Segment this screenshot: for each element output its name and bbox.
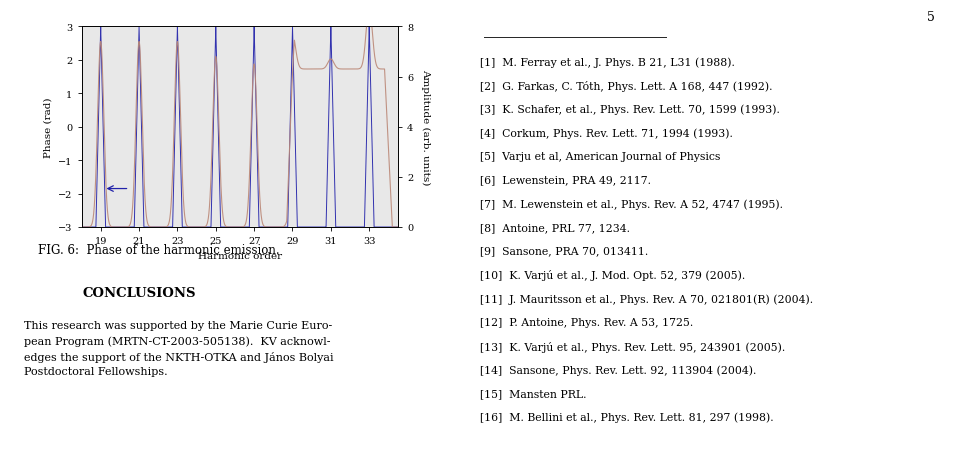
Text: [10]  K. Varjú et al., J. Mod. Opt. 52, 379 (2005).: [10] K. Varjú et al., J. Mod. Opt. 52, 3… <box>480 270 745 281</box>
Text: [9]  Sansone, PRA 70, 013411.: [9] Sansone, PRA 70, 013411. <box>480 246 647 256</box>
Text: [12]  P. Antoine, Phys. Rev. A 53, 1725.: [12] P. Antoine, Phys. Rev. A 53, 1725. <box>480 317 692 327</box>
Y-axis label: Amplitude (arb. units): Amplitude (arb. units) <box>421 69 430 186</box>
X-axis label: Harmonic order: Harmonic order <box>198 251 282 260</box>
Text: [13]  K. Varjú et al., Phys. Rev. Lett. 95, 243901 (2005).: [13] K. Varjú et al., Phys. Rev. Lett. 9… <box>480 341 784 352</box>
Text: [6]  Lewenstein, PRA 49, 2117.: [6] Lewenstein, PRA 49, 2117. <box>480 175 650 185</box>
Text: [7]  M. Lewenstein et al., Phys. Rev. A 52, 4747 (1995).: [7] M. Lewenstein et al., Phys. Rev. A 5… <box>480 199 783 209</box>
Text: [4]  Corkum, Phys. Rev. Lett. 71, 1994 (1993).: [4] Corkum, Phys. Rev. Lett. 71, 1994 (1… <box>480 128 733 138</box>
Text: FIG. 6:  Phase of the harmonic emission.: FIG. 6: Phase of the harmonic emission. <box>38 243 280 257</box>
Text: [3]  K. Schafer, et al., Phys. Rev. Lett. 70, 1599 (1993).: [3] K. Schafer, et al., Phys. Rev. Lett.… <box>480 104 780 115</box>
Text: [15]  Mansten PRL.: [15] Mansten PRL. <box>480 388 586 398</box>
Text: [14]  Sansone, Phys. Rev. Lett. 92, 113904 (2004).: [14] Sansone, Phys. Rev. Lett. 92, 11390… <box>480 364 756 375</box>
Text: [1]  M. Ferray et al., J. Phys. B 21, L31 (1988).: [1] M. Ferray et al., J. Phys. B 21, L31… <box>480 57 735 67</box>
Text: This research was supported by the Marie Curie Euro-
pean Program (MRTN-CT-2003-: This research was supported by the Marie… <box>24 321 334 376</box>
Text: [5]  Varju et al, American Journal of Physics: [5] Varju et al, American Journal of Phy… <box>480 152 720 162</box>
Text: [8]  Antoine, PRL 77, 1234.: [8] Antoine, PRL 77, 1234. <box>480 222 629 233</box>
Text: [2]  G. Farkas, C. Tóth, Phys. Lett. A 168, 447 (1992).: [2] G. Farkas, C. Tóth, Phys. Lett. A 16… <box>480 81 772 91</box>
Text: [16]  M. Bellini et al., Phys. Rev. Lett. 81, 297 (1998).: [16] M. Bellini et al., Phys. Rev. Lett.… <box>480 412 773 422</box>
Y-axis label: Phase (rad): Phase (rad) <box>43 97 53 157</box>
Text: 5: 5 <box>927 11 935 25</box>
Text: [11]  J. Mauritsson et al., Phys. Rev. A 70, 021801(R) (2004).: [11] J. Mauritsson et al., Phys. Rev. A … <box>480 293 812 304</box>
Text: CONCLUSIONS: CONCLUSIONS <box>82 287 196 300</box>
